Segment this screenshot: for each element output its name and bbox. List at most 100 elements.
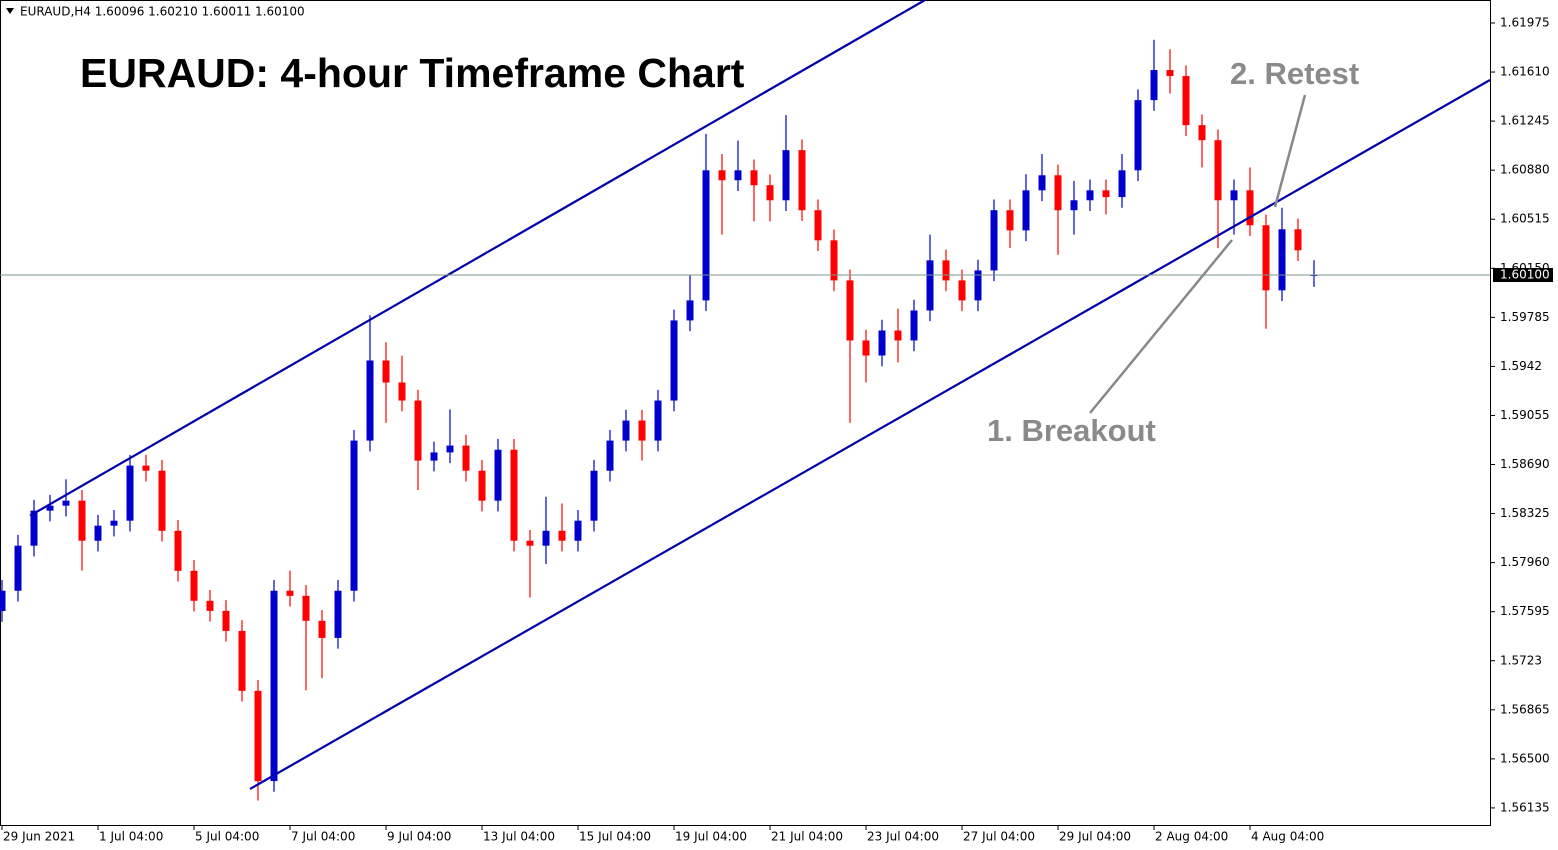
y-tick-label: 1.58325: [1500, 506, 1550, 520]
candle-body: [206, 600, 214, 611]
annotation: 2. Retest: [1230, 56, 1359, 91]
last-price-label: 1.60100: [1500, 268, 1550, 282]
candle-body: [430, 452, 438, 461]
y-tick-label: 1.60880: [1500, 163, 1550, 177]
candle-body: [702, 170, 710, 301]
candle-body: [62, 500, 70, 506]
candle-body: [782, 150, 790, 201]
candle-body: [174, 530, 182, 571]
candle-body: [1006, 210, 1014, 231]
chart-title: EURAUD: 4-hour Timeframe Chart: [80, 50, 745, 96]
candle-body: [862, 340, 870, 356]
trendline: [29, 0, 926, 517]
candle-body: [366, 360, 374, 441]
candle-body: [590, 470, 598, 521]
candle-body: [1294, 229, 1302, 251]
x-tick-label: 29 Jun 2021: [3, 830, 75, 844]
candle-body: [30, 510, 38, 546]
x-tick-label: 19 Jul 04:00: [675, 830, 747, 844]
x-tick-label: 1 Jul 04:00: [99, 830, 163, 844]
annotation: 1. Breakout: [987, 413, 1156, 448]
candle-body: [734, 170, 742, 181]
candle-body: [606, 440, 614, 471]
candle-body: [894, 330, 902, 341]
candle-body: [1022, 190, 1030, 231]
candle-body: [126, 465, 134, 521]
candle-body: [1054, 175, 1062, 211]
plot-area: [0, 0, 1490, 801]
candle-body: [270, 590, 278, 782]
candle-body: [910, 310, 918, 341]
candle-body: [398, 382, 406, 401]
annotation-arrow: [1273, 94, 1307, 208]
annotation-arrow: [1089, 239, 1233, 414]
candle-body: [1086, 190, 1094, 201]
candle-body: [302, 595, 310, 621]
y-tick-label: 1.57595: [1500, 604, 1550, 618]
candle-body: [1102, 190, 1110, 198]
candle-body: [878, 330, 886, 356]
candle-body: [350, 440, 358, 591]
candle-body: [1278, 229, 1286, 291]
candle-body: [942, 260, 950, 281]
candle-body: [478, 470, 486, 501]
candle-body: [670, 320, 678, 401]
candle-body: [1182, 76, 1190, 126]
candle-body: [0, 590, 6, 612]
candle-body: [654, 400, 662, 441]
candle-body: [1070, 200, 1078, 211]
axes: 1.61975 1.61610 1.61245 1.60880 1.60515 1.601…: [1, 15, 1553, 844]
candle-body: [382, 360, 390, 383]
candle-body: [1166, 70, 1174, 77]
x-tick-label: 21 Jul 04:00: [771, 830, 843, 844]
candle-body: [1230, 190, 1238, 201]
candle-body: [974, 270, 982, 301]
candle-body: [750, 170, 758, 186]
candle-body: [158, 470, 166, 531]
plot-frame: [0, 0, 1491, 826]
x-tick-label: 15 Jul 04:00: [579, 830, 651, 844]
candle-body: [414, 400, 422, 461]
candle-body: [1038, 175, 1046, 191]
candle-body: [574, 520, 582, 541]
candle-body: [462, 445, 470, 471]
candle-body: [334, 590, 342, 638]
candle-body: [1150, 70, 1158, 101]
candle-body: [1214, 140, 1222, 201]
candle-body: [1198, 125, 1206, 141]
x-tick-label: 27 Jul 04:00: [963, 830, 1035, 844]
candle-body: [494, 449, 502, 501]
candle-body: [958, 280, 966, 301]
candle-body: [286, 590, 294, 596]
y-tick-label: 1.58690: [1500, 457, 1550, 471]
candle-body: [1134, 100, 1142, 171]
y-tick-label: 1.56865: [1500, 702, 1550, 716]
y-tick-label: 1.57960: [1500, 555, 1550, 569]
candle-body: [318, 620, 326, 638]
x-tick-label: 23 Jul 04:00: [867, 830, 939, 844]
y-tick-label: 1.56135: [1500, 800, 1550, 814]
candle-body: [14, 545, 22, 591]
candle-body: [638, 420, 646, 441]
last-price-box: [1493, 268, 1553, 282]
x-tick-label: 7 Jul 04:00: [291, 830, 355, 844]
candle-body: [142, 465, 150, 471]
y-tick-label: 1.59055: [1500, 408, 1550, 422]
menu-triangle: [6, 8, 14, 14]
candle-body: [446, 445, 454, 453]
candle-body: [990, 210, 998, 271]
candle-body: [254, 690, 262, 782]
candle-body: [622, 420, 630, 441]
y-tick-label: 1.61610: [1500, 65, 1550, 79]
candle-body: [78, 500, 86, 541]
x-tick-label: 2 Aug 04:00: [1155, 830, 1228, 844]
x-tick-label: 29 Jul 04:00: [1059, 830, 1131, 844]
candle-body: [542, 530, 550, 546]
candle-body: [814, 210, 822, 241]
x-tick-label: 4 Aug 04:00: [1251, 830, 1324, 844]
candle-body: [926, 260, 934, 311]
candle-body: [526, 540, 534, 546]
y-tick-label: 1.5723: [1500, 653, 1542, 667]
